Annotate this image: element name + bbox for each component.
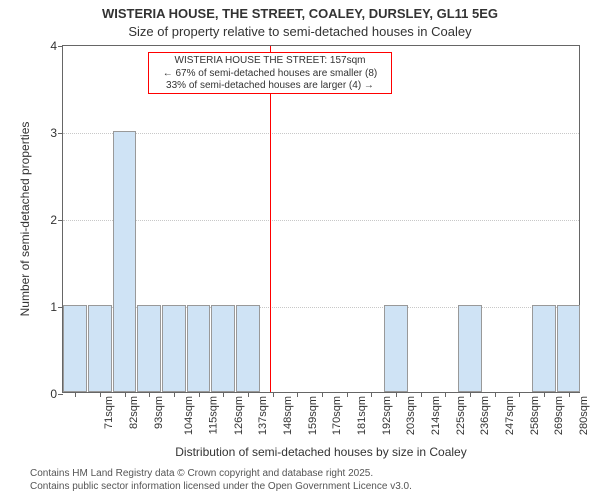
bar — [236, 305, 260, 392]
y-tick-label: 2 — [50, 213, 63, 227]
x-tick-label: 71sqm — [103, 396, 115, 429]
x-tick-label: 181sqm — [356, 396, 368, 435]
x-tick-mark — [174, 392, 175, 397]
x-tick-label: 236sqm — [479, 396, 491, 435]
chart-container: WISTERIA HOUSE, THE STREET, COALEY, DURS… — [0, 0, 600, 500]
x-tick-label: 93sqm — [153, 396, 165, 429]
x-tick-mark — [347, 392, 348, 397]
x-tick-mark — [297, 392, 298, 397]
bar — [187, 305, 211, 392]
x-tick-label: 170sqm — [331, 396, 343, 435]
annotation-line-3: 33% of semi-detached houses are larger (… — [153, 80, 387, 93]
bar — [137, 305, 161, 392]
x-tick-label: 126sqm — [233, 396, 245, 435]
chart-title-main: WISTERIA HOUSE, THE STREET, COALEY, DURS… — [0, 6, 600, 21]
bar — [532, 305, 556, 392]
bar — [211, 305, 235, 392]
x-tick-label: 192sqm — [381, 396, 393, 435]
bar — [557, 305, 581, 392]
x-tick-mark — [149, 392, 150, 397]
x-tick-mark — [495, 392, 496, 397]
x-tick-mark — [544, 392, 545, 397]
bar — [113, 131, 137, 392]
x-tick-label: 258sqm — [529, 396, 541, 435]
x-tick-mark — [100, 392, 101, 397]
bar — [63, 305, 87, 392]
x-tick-label: 214sqm — [430, 396, 442, 435]
x-tick-mark — [199, 392, 200, 397]
grid-line — [63, 133, 579, 134]
x-tick-mark — [470, 392, 471, 397]
x-axis-label: Distribution of semi-detached houses by … — [62, 445, 580, 459]
x-tick-mark — [519, 392, 520, 397]
x-tick-label: 148sqm — [282, 396, 294, 435]
plot-area: 0123471sqm82sqm93sqm104sqm115sqm126sqm13… — [62, 45, 580, 393]
x-tick-mark — [75, 392, 76, 397]
x-tick-label: 280sqm — [578, 396, 590, 435]
x-tick-label: 115sqm — [207, 396, 219, 434]
x-tick-mark — [223, 392, 224, 397]
annotation-line-1: WISTERIA HOUSE THE STREET: 157sqm — [153, 55, 387, 68]
annotation-box: WISTERIA HOUSE THE STREET: 157sqm ← 67% … — [148, 52, 392, 94]
x-tick-mark — [445, 392, 446, 397]
x-tick-mark — [569, 392, 570, 397]
x-tick-label: 225sqm — [455, 396, 467, 435]
y-tick-label: 1 — [50, 300, 63, 314]
x-tick-label: 82sqm — [128, 396, 140, 429]
x-tick-label: 269sqm — [553, 396, 565, 435]
x-tick-mark — [371, 392, 372, 397]
footer-line-1: Contains HM Land Registry data © Crown c… — [30, 468, 600, 481]
x-tick-mark — [273, 392, 274, 397]
bar — [458, 305, 482, 392]
x-tick-mark — [396, 392, 397, 397]
annotation-line-2: ← 67% of semi-detached houses are smalle… — [153, 68, 387, 81]
bar — [384, 305, 408, 392]
x-tick-mark — [125, 392, 126, 397]
chart-title-sub: Size of property relative to semi-detach… — [0, 24, 600, 39]
y-tick-label: 3 — [50, 126, 63, 140]
x-tick-label: 247sqm — [504, 396, 516, 435]
x-tick-mark — [421, 392, 422, 397]
y-tick-label: 4 — [50, 39, 63, 53]
footer-line-2: Contains public sector information licen… — [30, 481, 600, 494]
x-tick-label: 104sqm — [183, 396, 195, 435]
x-tick-mark — [322, 392, 323, 397]
y-axis-label: Number of semi-detached properties — [18, 45, 32, 393]
marker-line — [270, 46, 271, 392]
footer: Contains HM Land Registry data © Crown c… — [0, 468, 600, 493]
bar — [162, 305, 186, 392]
bar — [88, 305, 112, 392]
x-tick-label: 159sqm — [307, 396, 319, 435]
x-tick-mark — [248, 392, 249, 397]
x-tick-label: 203sqm — [405, 396, 417, 435]
y-tick-label: 0 — [50, 387, 63, 401]
x-tick-label: 137sqm — [257, 396, 269, 435]
grid-line — [63, 220, 579, 221]
